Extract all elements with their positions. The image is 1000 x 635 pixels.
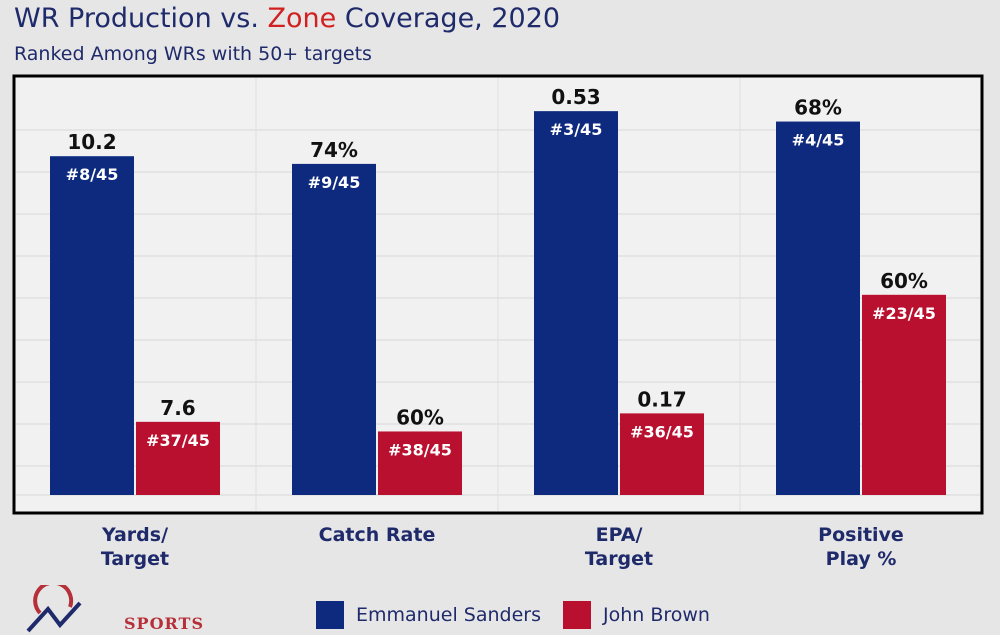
value-label: 10.2 xyxy=(67,130,116,154)
bars: 10.2 #8/45 7.6 #37/45 74% #9/45 60% #38/45 0.53 #… xyxy=(50,85,946,496)
rank-label: #23/45 xyxy=(872,304,936,323)
x-tick-label: Yards/ xyxy=(101,524,168,546)
bar-brown xyxy=(862,294,946,495)
chart-subtitle: Ranked Among WRs with 50+ targets xyxy=(14,43,372,65)
legend-label-sanders: Emmanuel Sanders xyxy=(356,604,541,626)
value-label: 68% xyxy=(794,96,842,120)
bar-sanders xyxy=(534,111,618,495)
bar-sanders xyxy=(776,121,860,496)
title-start: WR Production vs. xyxy=(14,3,268,34)
legend-item-brown: John Brown xyxy=(562,601,710,629)
x-tick-label: Play % xyxy=(826,548,897,570)
title-end: Coverage, 2020 xyxy=(336,3,561,34)
title-highlight: Zone xyxy=(267,3,337,34)
bar-brown xyxy=(378,431,462,495)
bar-brown xyxy=(136,421,220,495)
rank-label: #3/45 xyxy=(550,120,603,139)
x-tick-label: EPA/ xyxy=(596,524,643,546)
legend-label-brown: John Brown xyxy=(602,604,710,626)
legend-swatch-sanders xyxy=(316,601,344,629)
value-label: 0.17 xyxy=(637,387,686,411)
x-tick-label: Positive xyxy=(818,524,904,546)
rank-label: #8/45 xyxy=(66,165,119,184)
rank-label: #36/45 xyxy=(630,422,694,441)
bar-brown xyxy=(620,413,704,495)
x-axis-labels: Yards/Target Catch Rate EPA/Target Positive… xyxy=(101,524,904,570)
bar-sanders xyxy=(292,163,376,495)
rank-label: #4/45 xyxy=(792,131,845,150)
value-label: 60% xyxy=(880,269,928,293)
logo-icon xyxy=(26,585,82,633)
rank-label: #38/45 xyxy=(388,440,452,459)
rank-label: #9/45 xyxy=(308,173,361,192)
x-tick-label: Target xyxy=(101,548,169,570)
legend-swatch-brown xyxy=(562,601,591,629)
legend: Emmanuel Sanders John Brown xyxy=(316,601,732,629)
value-label: 7.6 xyxy=(160,396,195,420)
bar-chart: 10.2 #8/45 7.6 #37/45 74% #9/45 60% #38/45 0.53 #… xyxy=(12,74,984,570)
chart-title: WR Production vs. Zone Coverage, 2020 xyxy=(14,3,560,34)
rank-label: #37/45 xyxy=(146,431,210,450)
legend-item-sanders: Emmanuel Sanders xyxy=(316,601,541,629)
value-label: 74% xyxy=(310,138,358,162)
value-label: 60% xyxy=(396,405,444,429)
value-label: 0.53 xyxy=(551,85,600,109)
logo-text: SPORTS xyxy=(124,614,204,633)
x-tick-label: Catch Rate xyxy=(319,524,436,546)
bar-sanders xyxy=(50,156,134,495)
x-tick-label: Target xyxy=(585,548,653,570)
